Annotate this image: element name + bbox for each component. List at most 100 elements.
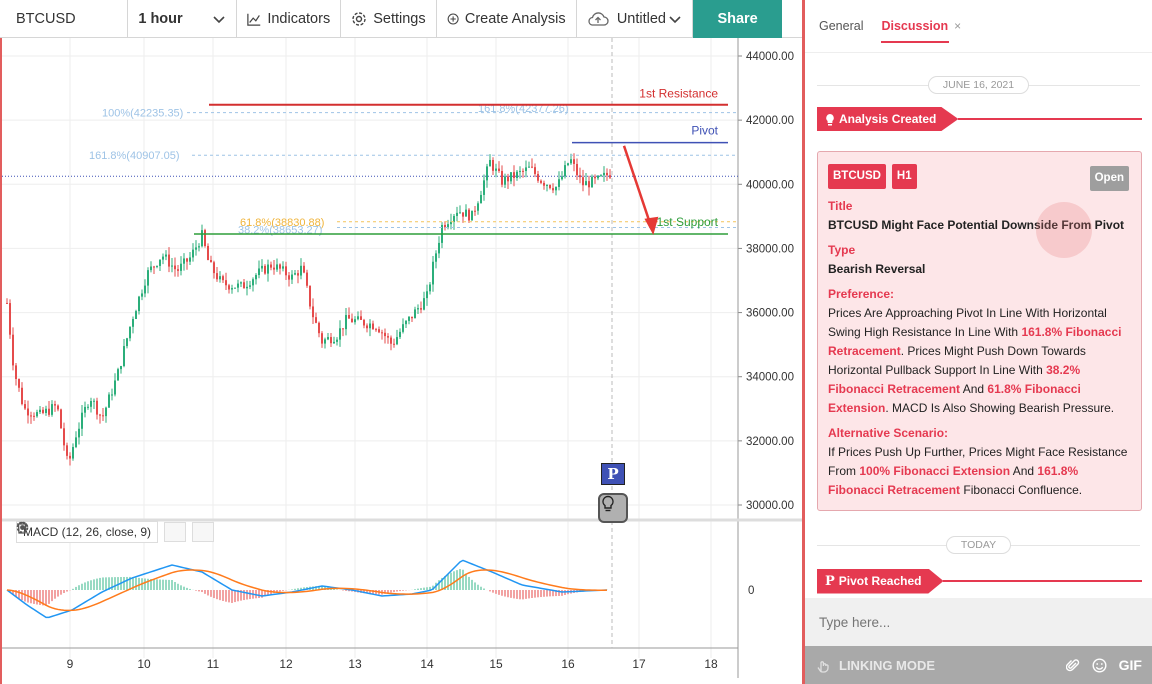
candle-body bbox=[414, 309, 416, 319]
candle-body bbox=[528, 166, 530, 168]
layout-dropdown[interactable]: Untitled bbox=[577, 0, 694, 38]
paperclip-icon[interactable] bbox=[1065, 658, 1080, 673]
macd-signal-line bbox=[6, 569, 608, 612]
candle-body bbox=[93, 400, 95, 402]
analysis-type: Bearish Reversal bbox=[828, 262, 926, 276]
candle-body bbox=[396, 337, 398, 345]
lightbulb-marker[interactable] bbox=[598, 493, 628, 523]
candle-body bbox=[306, 272, 308, 286]
support-label: 1st Support bbox=[657, 215, 719, 229]
candle-body bbox=[384, 332, 386, 337]
gif-button[interactable]: GIF bbox=[1118, 657, 1142, 673]
interval-dropdown[interactable]: 1 hour bbox=[128, 0, 238, 38]
candle-body bbox=[300, 265, 302, 276]
candle-body bbox=[567, 163, 569, 166]
candle-body bbox=[225, 280, 227, 286]
linking-mode-toggle[interactable]: LINKING MODE bbox=[815, 657, 1066, 673]
candle-body bbox=[273, 267, 275, 270]
analysis-card[interactable]: BTCUSD H1 Open Title BTCUSD Might Face P… bbox=[817, 151, 1142, 511]
panel-tabs: General Discussion × bbox=[805, 0, 1152, 53]
tab-discussion[interactable]: Discussion × bbox=[881, 0, 961, 53]
candle-body bbox=[63, 428, 65, 446]
candle-body bbox=[357, 316, 359, 320]
candle-body bbox=[597, 175, 599, 179]
candle-body bbox=[156, 265, 158, 267]
candle-body bbox=[405, 320, 407, 325]
candle-body bbox=[123, 346, 125, 367]
candle-body bbox=[591, 176, 593, 188]
candle-body bbox=[174, 265, 176, 270]
trend-arrow bbox=[622, 145, 654, 230]
chart-area[interactable]: 9 10 11 12 13 14 15 16 17 18 44000.00 42000.00 40000… bbox=[0, 38, 802, 684]
time-tick-label: 14 bbox=[420, 657, 434, 671]
candle-body bbox=[186, 258, 188, 262]
timeframe-badge: H1 bbox=[891, 164, 917, 189]
layout-label: Untitled bbox=[616, 11, 666, 27]
close-icon[interactable]: × bbox=[954, 19, 962, 33]
event-line bbox=[943, 580, 1142, 582]
candle-body bbox=[204, 230, 206, 246]
price-chart[interactable]: 9 10 11 12 13 14 15 16 17 18 44000.00 42000.00 40000… bbox=[2, 38, 802, 684]
candle-body bbox=[48, 408, 50, 415]
interval-label: 1 hour bbox=[138, 11, 183, 27]
message-input[interactable] bbox=[819, 614, 1152, 630]
candle-body bbox=[60, 409, 62, 429]
candle-body bbox=[192, 249, 194, 258]
candle-body bbox=[54, 404, 56, 406]
candle-body bbox=[114, 380, 116, 395]
candle-body bbox=[537, 173, 539, 181]
tab-general[interactable]: General bbox=[819, 19, 864, 33]
candle-body bbox=[33, 415, 35, 417]
candle-body bbox=[117, 369, 119, 381]
candle-body bbox=[453, 215, 455, 222]
candle-body bbox=[330, 337, 332, 344]
candle-body bbox=[534, 167, 536, 174]
create-analysis-button[interactable]: Create Analysis bbox=[437, 0, 577, 38]
candle-body bbox=[171, 265, 173, 267]
date-label: TODAY bbox=[945, 536, 1012, 554]
candle-body bbox=[426, 291, 428, 299]
indicators-button[interactable]: Indicators bbox=[237, 0, 342, 38]
linking-bar: LINKING MODE GIF bbox=[805, 646, 1152, 684]
candle-body bbox=[378, 329, 380, 333]
candle-body bbox=[105, 407, 107, 417]
emoji-icon[interactable] bbox=[1092, 657, 1107, 673]
candle-body bbox=[297, 273, 299, 276]
alternative-highlight: 100% Fibonacci Extension bbox=[859, 464, 1011, 478]
candle-body bbox=[267, 264, 269, 274]
candle-body bbox=[399, 331, 401, 338]
candle-body bbox=[390, 337, 392, 344]
pivot-label: Pivot bbox=[691, 124, 718, 138]
candle-body bbox=[570, 159, 572, 164]
symbol-selector[interactable]: BTCUSD bbox=[0, 0, 129, 38]
candle-body bbox=[438, 242, 440, 254]
candle-body bbox=[270, 264, 272, 268]
chevron-down-icon bbox=[669, 16, 681, 24]
click-indicator bbox=[1036, 202, 1092, 258]
alternative-highlight: 161.8% Fibonacci Retracement bbox=[828, 464, 1079, 497]
candle-body bbox=[561, 176, 563, 180]
candle-body bbox=[516, 171, 518, 179]
candle-body bbox=[600, 175, 602, 177]
candle-body bbox=[165, 254, 167, 257]
symbol-badge: BTCUSD bbox=[828, 164, 886, 189]
event-pivot-reached: P Pivot Reached bbox=[817, 567, 1142, 595]
price-tick-label: 30000.00 bbox=[746, 500, 794, 512]
candle-body bbox=[216, 273, 218, 280]
macd-delete-button[interactable] bbox=[17, 521, 215, 542]
candle-body bbox=[75, 437, 77, 448]
preference-text: Prices Are Approaching Pivot In Line Wit… bbox=[828, 304, 1131, 418]
candle-body bbox=[594, 176, 596, 179]
candle-body bbox=[417, 308, 419, 310]
candle-body bbox=[468, 209, 470, 221]
candle-body bbox=[39, 409, 41, 413]
macd-settings-button[interactable] bbox=[16, 521, 187, 542]
settings-button[interactable]: Settings bbox=[341, 0, 437, 38]
candle-body bbox=[501, 171, 503, 185]
candle-body bbox=[99, 414, 101, 416]
share-button[interactable]: Share bbox=[693, 0, 782, 38]
candle-body bbox=[465, 209, 467, 217]
pivot-p-marker[interactable]: P bbox=[601, 463, 625, 485]
candle-body bbox=[360, 316, 362, 320]
